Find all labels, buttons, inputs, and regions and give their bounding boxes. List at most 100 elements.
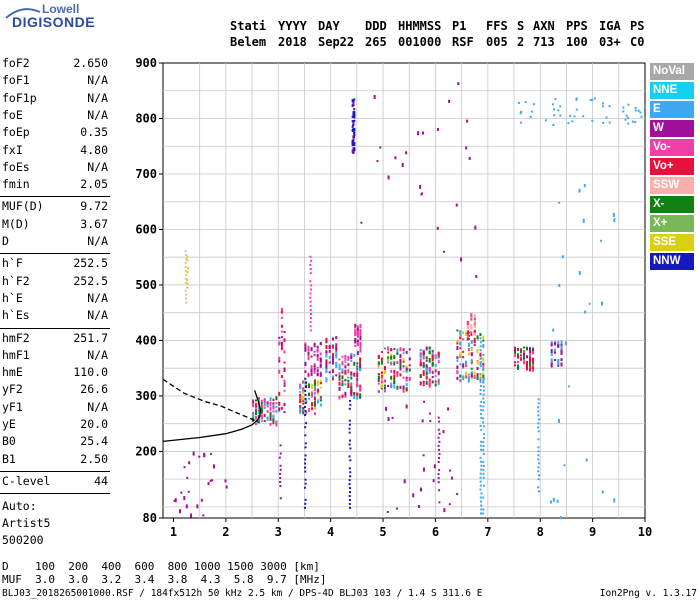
echo-point	[304, 381, 307, 384]
echo-point	[266, 404, 269, 408]
echo-point	[305, 400, 308, 404]
echo-point	[356, 339, 359, 342]
echo-point	[419, 381, 422, 386]
echo-point	[254, 405, 257, 408]
echo-point	[573, 115, 576, 118]
legend-w: W	[650, 120, 694, 137]
echo-point	[299, 399, 302, 404]
echo-point	[359, 331, 362, 335]
echo-point	[393, 374, 396, 379]
echo-point	[459, 330, 462, 333]
echo-point	[425, 356, 428, 360]
param-value: 252.5	[73, 273, 108, 288]
echo-point	[349, 399, 352, 402]
echo-point	[380, 380, 383, 384]
echo-point	[341, 369, 344, 372]
echo-point	[405, 369, 408, 373]
echo-point	[380, 376, 383, 381]
echo-point	[480, 428, 483, 431]
echo-point	[316, 373, 319, 376]
echo-point	[393, 382, 396, 385]
echo-point	[325, 344, 328, 349]
echo-point	[335, 362, 338, 366]
echo-point	[465, 373, 468, 378]
echo-point	[470, 373, 473, 378]
param-value: 2.650	[73, 56, 108, 70]
echo-point	[601, 490, 604, 494]
echo-point	[479, 373, 482, 376]
echo-point	[431, 370, 434, 373]
echo-point	[313, 343, 316, 346]
legend-vo-: Vo+	[650, 158, 694, 175]
echo-point	[316, 348, 319, 352]
echo-point	[173, 499, 176, 502]
echo-point	[408, 364, 411, 367]
param-row-fof1: foF1 N/A	[2, 73, 108, 90]
param-row-he: h`E N/A	[2, 291, 108, 308]
echo-point	[571, 120, 574, 123]
echo-point	[275, 420, 278, 424]
echo-point	[280, 341, 283, 344]
echo-point	[304, 498, 307, 501]
echo-point	[304, 406, 307, 409]
echo-point	[467, 334, 470, 337]
echo-point	[304, 442, 307, 445]
echo-point	[431, 352, 434, 355]
echo-point	[517, 355, 520, 359]
param-name: yF1	[2, 399, 23, 414]
echo-point	[278, 401, 281, 406]
echo-point	[356, 335, 359, 338]
echo-point	[465, 360, 468, 365]
echo-point	[325, 361, 328, 366]
echo-point	[280, 375, 283, 379]
echo-point	[422, 350, 425, 354]
echo-point	[359, 335, 362, 338]
echo-point	[528, 359, 531, 362]
echo-point	[359, 386, 362, 389]
echo-point	[266, 416, 269, 419]
x-tick-label: 9	[589, 525, 596, 539]
echo-point	[420, 193, 423, 196]
echo-point	[422, 363, 425, 368]
echo-point	[349, 459, 352, 462]
echo-point	[422, 355, 425, 360]
echo-point	[347, 356, 350, 361]
echo-point	[308, 383, 311, 388]
echo-point	[349, 491, 352, 494]
echo-point	[352, 124, 355, 127]
echo-point	[390, 353, 393, 358]
echo-point	[624, 118, 627, 121]
echo-point	[482, 343, 485, 348]
echo-point	[537, 470, 540, 473]
echo-point	[383, 384, 386, 387]
echo-point	[280, 324, 283, 328]
echo-point	[456, 359, 459, 362]
echo-point	[302, 397, 305, 401]
echo-point	[354, 338, 357, 343]
echo-point	[479, 381, 482, 384]
echo-point	[348, 495, 351, 498]
param-value: 44	[94, 473, 108, 488]
echo-point	[523, 354, 526, 357]
echo-point	[184, 269, 187, 272]
echo-point	[278, 341, 281, 346]
echo-point	[311, 390, 314, 393]
echo-point	[448, 503, 451, 506]
param-name: foEp	[2, 125, 30, 140]
header-value-7: 2	[517, 35, 525, 49]
echo-point	[316, 366, 319, 369]
param-name: h`Es	[2, 308, 30, 323]
y-tick-label: 200	[135, 444, 157, 458]
echo-point	[263, 420, 266, 423]
echo-point	[518, 101, 521, 104]
echo-point	[473, 374, 476, 379]
echo-point	[311, 384, 314, 389]
legend-x-: X+	[650, 215, 694, 232]
echo-point	[470, 348, 473, 352]
param-name: hmF1	[2, 347, 30, 362]
echo-point	[383, 370, 386, 375]
echo-point	[304, 393, 307, 396]
echo-point	[402, 388, 405, 393]
echo-point	[557, 418, 560, 423]
echo-point	[466, 119, 469, 123]
